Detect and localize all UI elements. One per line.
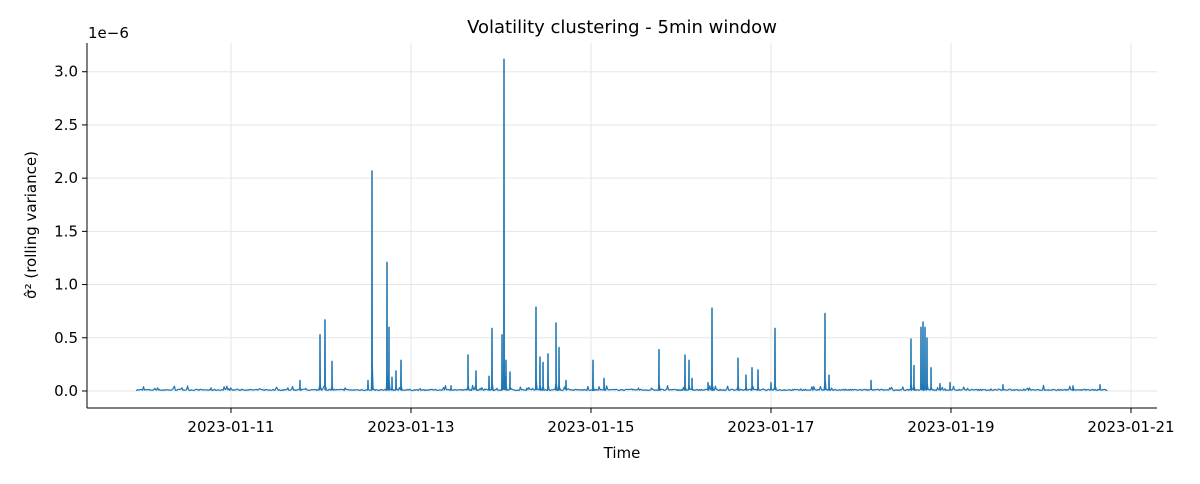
x-tick-label: 2023-01-19 [907,418,994,436]
series-line [135,58,1108,392]
x-ticks: 2023-01-11 2023-01-13 2023-01-15 2023-01-17… [187,408,1175,436]
x-tick-label: 2023-01-15 [547,418,634,436]
y-offset-label: 1e−6 [88,24,129,42]
y-axis-label: σ̂² (rolling variance) [22,151,40,299]
spike-points [210,58,1101,390]
y-tick-label: 0.0 [54,382,78,400]
y-tick-label: 0.5 [54,329,78,347]
y-tick-label: 1.0 [54,276,78,294]
y-ticks: 0.0 0.5 1.0 1.5 2.0 2.5 3.0 [54,63,87,400]
x-axis-label: Time [603,444,641,462]
chart-title: Volatility clustering - 5min window [467,17,777,38]
y-tick-label: 2.5 [54,116,78,134]
x-tick-label: 2023-01-17 [727,418,814,436]
y-tick-label: 3.0 [54,63,78,81]
y-tick-label: 2.0 [54,169,78,187]
x-tick-label: 2023-01-13 [367,418,454,436]
x-tick-label: 2023-01-11 [187,418,274,436]
y-tick-label: 1.5 [54,222,78,240]
grid [87,43,1157,408]
x-tick-label: 2023-01-21 [1087,418,1174,436]
